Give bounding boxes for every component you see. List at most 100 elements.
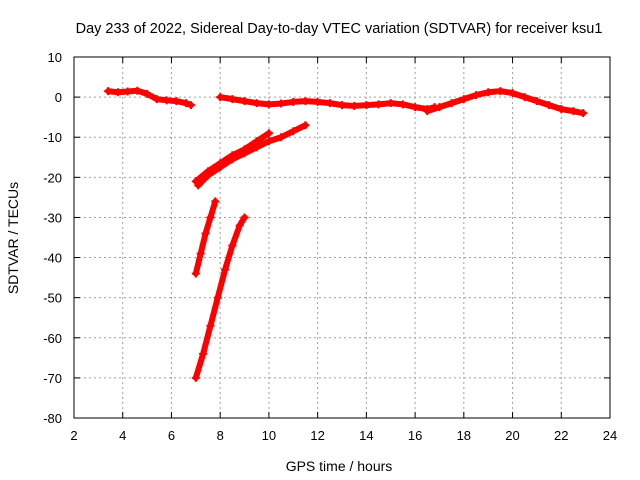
x-tick-label: 4: [119, 428, 126, 443]
data-point: [484, 88, 493, 97]
x-tick-label: 20: [505, 428, 519, 443]
data-point: [532, 97, 541, 106]
data-point: [196, 249, 205, 258]
series-line: [195, 122, 309, 189]
y-tick-label: -70: [43, 371, 62, 386]
data-point: [398, 100, 407, 109]
data-point: [252, 143, 261, 152]
data-point: [557, 105, 566, 114]
data-point: [213, 293, 222, 302]
y-tick-label: -50: [43, 291, 62, 306]
data-point: [325, 99, 334, 108]
data-point: [301, 97, 310, 106]
x-tick-label: 12: [310, 428, 324, 443]
data-point: [104, 87, 113, 96]
data-point: [264, 137, 273, 146]
data-point: [206, 321, 215, 330]
data-point: [113, 88, 122, 97]
x-tick-label: 18: [457, 428, 471, 443]
data-point: [472, 91, 480, 100]
data-point: [143, 89, 152, 98]
data-point: [545, 101, 554, 110]
x-tick-label: 6: [168, 428, 175, 443]
data-point: [194, 181, 203, 190]
data-point: [216, 93, 225, 102]
data-point: [252, 99, 261, 108]
data-point: [191, 373, 200, 382]
series-segment-5: [194, 121, 310, 190]
series-segment-7: [191, 213, 249, 382]
data-series: [104, 86, 588, 382]
series-line: [105, 87, 194, 109]
data-point: [423, 107, 432, 116]
series-line: [192, 214, 248, 381]
data-point: [264, 100, 273, 109]
data-point: [289, 127, 298, 136]
data-point: [435, 103, 444, 112]
data-point: [133, 86, 142, 95]
x-tick-label: 22: [554, 428, 568, 443]
data-point: [240, 213, 249, 222]
data-point: [152, 95, 161, 104]
data-point: [123, 87, 132, 96]
data-point: [411, 103, 420, 112]
data-point: [264, 129, 273, 138]
data-point: [221, 265, 230, 274]
data-point: [240, 97, 249, 106]
grid: [74, 57, 610, 418]
x-tick-label: 24: [603, 428, 617, 443]
plot-frame: [73, 56, 611, 419]
axis-ticks: 2 4 6 8 10 12 14 16 18 20 22 24100-10-20-30-40-50-6…: [43, 50, 617, 443]
data-point: [520, 93, 529, 102]
y-axis-title: SDTVAR / TECUs: [5, 182, 21, 294]
data-point: [338, 101, 346, 110]
x-tick-label: 8: [217, 428, 224, 443]
data-point: [186, 101, 195, 110]
x-tick-label: 14: [359, 428, 373, 443]
y-tick-label: 0: [55, 90, 62, 105]
data-point: [216, 163, 225, 172]
y-tick-label: -80: [43, 411, 62, 426]
data-point: [350, 101, 359, 110]
series-line: [192, 198, 219, 277]
data-point: [301, 121, 310, 130]
data-point: [362, 101, 371, 110]
data-point: [313, 97, 322, 106]
y-tick-label: -40: [43, 251, 62, 266]
data-point: [240, 149, 249, 158]
chart-title: Day 233 of 2022, Sidereal Day-to-day VTE…: [76, 21, 603, 37]
data-point: [211, 197, 220, 206]
x-tick-label: 10: [262, 428, 276, 443]
data-point: [228, 95, 237, 104]
data-point: [235, 221, 244, 230]
data-point: [386, 99, 395, 108]
data-point: [289, 97, 298, 106]
x-axis-title: GPS time / hours: [286, 458, 393, 474]
data-point: [228, 241, 237, 250]
data-point: [204, 171, 212, 180]
series-segment-3: [423, 87, 588, 118]
series-segment-1: [104, 86, 195, 110]
data-point: [182, 99, 191, 108]
series-segment-2: [216, 93, 439, 114]
data-point: [579, 109, 588, 118]
data-point: [162, 96, 171, 105]
y-tick-label: -10: [43, 130, 62, 145]
data-point: [228, 155, 237, 164]
data-point: [277, 133, 286, 142]
y-tick-label: 10: [48, 50, 62, 65]
series-segment-6: [191, 197, 220, 278]
data-point: [172, 97, 181, 106]
data-point: [447, 99, 456, 108]
data-point: [569, 107, 578, 116]
data-point: [201, 229, 210, 238]
y-tick-label: -60: [43, 331, 62, 346]
y-tick-label: -20: [43, 170, 62, 185]
data-point: [199, 349, 208, 358]
x-tick-label: 16: [408, 428, 422, 443]
data-point: [508, 89, 517, 98]
data-point: [374, 100, 383, 109]
y-tick-label: -30: [43, 210, 62, 225]
data-point: [277, 99, 286, 108]
